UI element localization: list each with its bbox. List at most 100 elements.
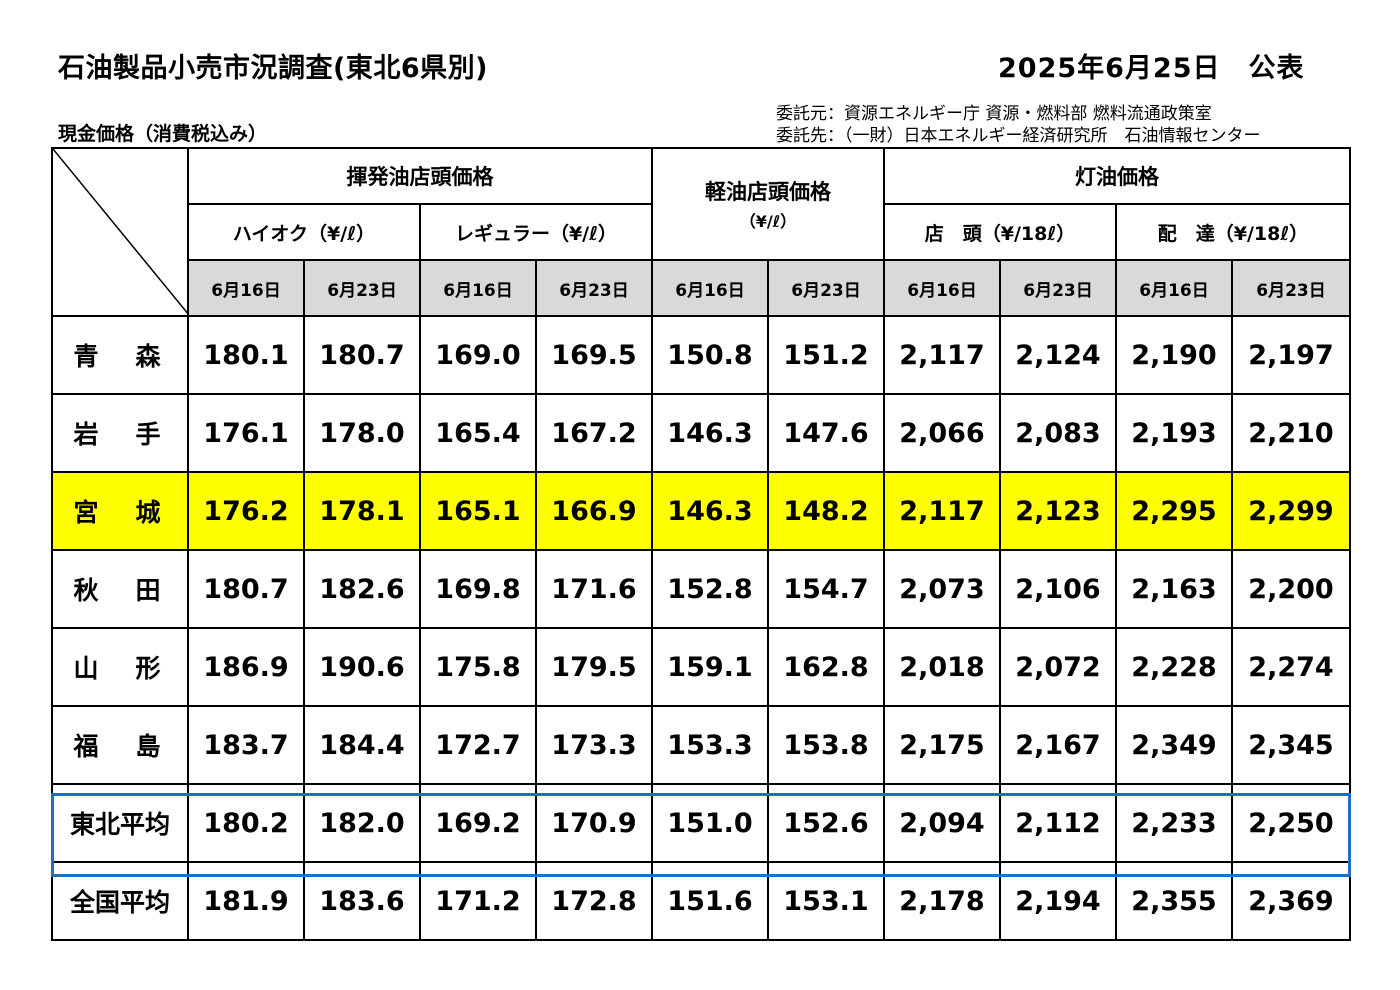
price-cell: 184.4 xyxy=(303,705,421,785)
price-cell: 147.6 xyxy=(767,393,885,473)
price-cell: 165.1 xyxy=(419,471,537,551)
price-cell: 2,295 xyxy=(1115,471,1233,551)
prefecture-cell: 福 島 xyxy=(51,705,189,785)
price-cell: 2,094 xyxy=(883,783,1001,863)
kerosene-delivery-header: 配 達（¥/18ℓ） xyxy=(1115,203,1351,261)
table-row: 山 形 186.9 190.6 175.8 179.5 159.1 162.8 2,018 2,… xyxy=(51,627,1351,707)
price-cell: 153.1 xyxy=(767,861,885,941)
price-cell: 171.2 xyxy=(419,861,537,941)
table-row: 福 島 183.7 184.4 172.7 173.3 153.3 153.8 2,175 2,… xyxy=(51,705,1351,785)
date-header: 6月23日 xyxy=(767,259,885,317)
date-header: 6月16日 xyxy=(187,259,305,317)
price-cell: 2,018 xyxy=(883,627,1001,707)
price-cell: 2,299 xyxy=(1231,471,1351,551)
kerosene-store-header: 店 頭（¥/18ℓ） xyxy=(883,203,1117,261)
price-cell: 178.1 xyxy=(303,471,421,551)
price-cell: 153.8 xyxy=(767,705,885,785)
commissioner-text: 委託元：資源エネルギー庁 資源・燃料部 燃料流通政策室 xyxy=(776,104,1212,124)
price-cell: 167.2 xyxy=(535,393,653,473)
price-cell: 180.7 xyxy=(187,549,305,629)
price-cell: 146.3 xyxy=(651,393,769,473)
price-cell: 182.6 xyxy=(303,549,421,629)
price-cell: 166.9 xyxy=(535,471,653,551)
price-cell: 169.0 xyxy=(419,315,537,395)
prefecture-cell: 秋 田 xyxy=(51,549,189,629)
price-cell: 182.0 xyxy=(303,783,421,863)
price-cell: 2,072 xyxy=(999,627,1117,707)
price-cell: 180.2 xyxy=(187,783,305,863)
price-cell: 151.6 xyxy=(651,861,769,941)
date-header: 6月16日 xyxy=(1115,259,1233,317)
price-cell: 151.0 xyxy=(651,783,769,863)
price-cell: 178.0 xyxy=(303,393,421,473)
price-cell: 2,073 xyxy=(883,549,1001,629)
prefecture-cell: 岩 手 xyxy=(51,393,189,473)
prefecture-cell: 東北平均 xyxy=(51,783,189,863)
price-cell: 148.2 xyxy=(767,471,885,551)
price-cell: 180.1 xyxy=(187,315,305,395)
corner-diagonal-cell xyxy=(51,147,189,317)
price-cell: 2,106 xyxy=(999,549,1117,629)
prefecture-cell: 全国平均 xyxy=(51,861,189,941)
price-cell: 2,123 xyxy=(999,471,1117,551)
page-title: 石油製品小売市況調査(東北6県別) xyxy=(58,53,488,84)
price-cell: 2,349 xyxy=(1115,705,1233,785)
price-cell: 2,117 xyxy=(883,471,1001,551)
prefecture-cell: 山 形 xyxy=(51,627,189,707)
table-row: 東北平均 180.2 182.0 169.2 170.9 151.0 152.6 2,094 2… xyxy=(51,783,1351,863)
price-cell: 2,190 xyxy=(1115,315,1233,395)
publish-date: 2025年6月25日 公表 xyxy=(998,53,1305,84)
diagonal-line-icon xyxy=(54,150,186,313)
date-header: 6月16日 xyxy=(651,259,769,317)
price-cell: 2,274 xyxy=(1231,627,1351,707)
price-cell: 169.8 xyxy=(419,549,537,629)
high-octane-header: ハイオク（¥/ℓ） xyxy=(187,203,421,261)
price-cell: 186.9 xyxy=(187,627,305,707)
price-cell: 170.9 xyxy=(535,783,653,863)
price-cell: 172.8 xyxy=(535,861,653,941)
price-cell: 151.2 xyxy=(767,315,885,395)
price-cell: 2,163 xyxy=(1115,549,1233,629)
price-cell: 152.6 xyxy=(767,783,885,863)
table-row: 岩 手 176.1 178.0 165.4 167.2 146.3 147.6 2,066 2,… xyxy=(51,393,1351,473)
date-header: 6月23日 xyxy=(999,259,1117,317)
table-row: 全国平均 181.9 183.6 171.2 172.8 151.6 153.1 2,178 2… xyxy=(51,861,1351,941)
price-cell: 2,083 xyxy=(999,393,1117,473)
diesel-unit-label: （¥/ℓ） xyxy=(739,212,797,231)
gasoline-group-header: 揮発油店頭価格 xyxy=(187,147,653,205)
price-cell: 173.3 xyxy=(535,705,653,785)
regular-header: レギュラー（¥/ℓ） xyxy=(419,203,653,261)
date-header: 6月23日 xyxy=(1231,259,1351,317)
price-cell: 2,112 xyxy=(999,783,1117,863)
price-cell: 2,228 xyxy=(1115,627,1233,707)
diesel-group-header: 軽油店頭価格 （¥/ℓ） xyxy=(651,147,885,261)
price-cell: 2,197 xyxy=(1231,315,1351,395)
price-cell: 181.9 xyxy=(187,861,305,941)
prefecture-cell: 青 森 xyxy=(51,315,189,395)
price-cell: 175.8 xyxy=(419,627,537,707)
date-header: 6月23日 xyxy=(303,259,421,317)
price-cell: 179.5 xyxy=(535,627,653,707)
date-header: 6月16日 xyxy=(883,259,1001,317)
date-header: 6月16日 xyxy=(419,259,537,317)
price-cell: 171.6 xyxy=(535,549,653,629)
price-cell: 2,175 xyxy=(883,705,1001,785)
kerosene-group-header: 灯油価格 xyxy=(883,147,1351,205)
price-cell: 2,066 xyxy=(883,393,1001,473)
contractor-text: 委託先：（一財）日本エネルギー経済研究所 石油情報センター xyxy=(776,126,1261,146)
price-cell: 2,369 xyxy=(1231,861,1351,941)
price-cell: 154.7 xyxy=(767,549,885,629)
table-row: 秋 田 180.7 182.6 169.8 171.6 152.8 154.7 2,073 2,… xyxy=(51,549,1351,629)
price-type-label: 現金価格（消費税込み） xyxy=(58,123,268,145)
price-cell: 2,200 xyxy=(1231,549,1351,629)
price-cell: 153.3 xyxy=(651,705,769,785)
price-cell: 169.2 xyxy=(419,783,537,863)
price-cell: 2,117 xyxy=(883,315,1001,395)
price-cell: 165.4 xyxy=(419,393,537,473)
diesel-group-label: 軽油店頭価格 xyxy=(705,180,831,204)
price-cell: 2,178 xyxy=(883,861,1001,941)
date-header: 6月23日 xyxy=(535,259,653,317)
price-cell: 152.8 xyxy=(651,549,769,629)
price-cell: 2,210 xyxy=(1231,393,1351,473)
price-cell: 2,355 xyxy=(1115,861,1233,941)
